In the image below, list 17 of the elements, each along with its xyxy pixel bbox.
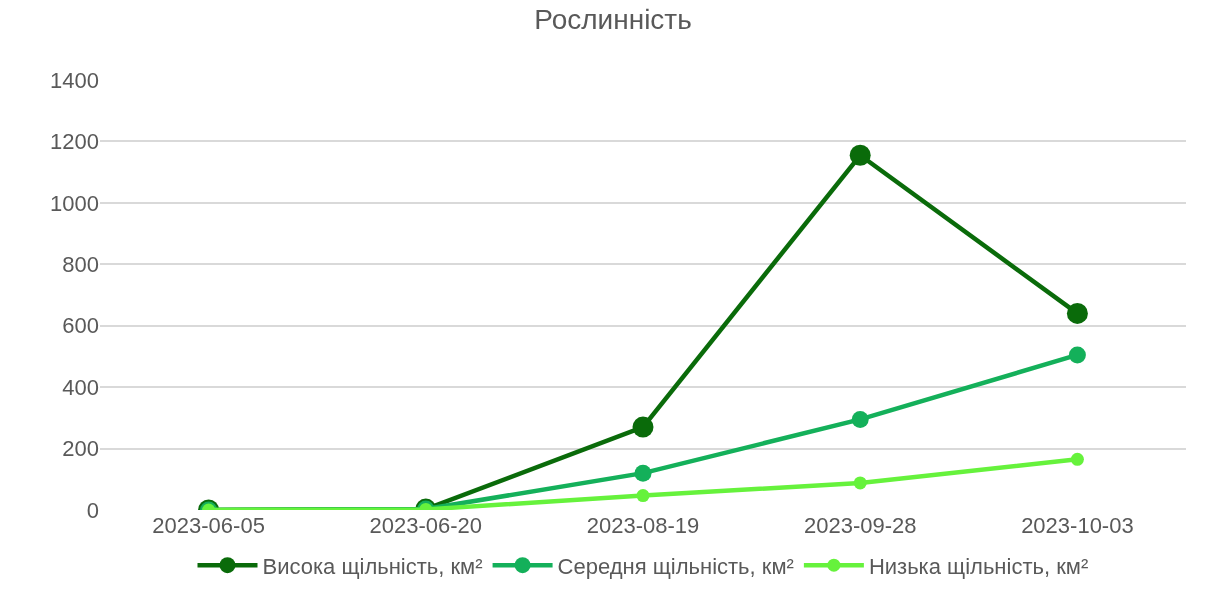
y-tick-label: 0 — [86, 497, 99, 523]
legend-label: Низька щільність, км² — [868, 553, 1089, 579]
chart-title: Рослинність — [534, 3, 692, 35]
x-tick-label: 2023-06-05 — [152, 513, 265, 538]
x-tick-label: 2023-06-20 — [369, 513, 483, 538]
x-tick-label: 2023-10-03 — [1021, 513, 1134, 538]
y-tick-label: 800 — [62, 251, 99, 277]
y-tick-label: 1200 — [50, 129, 99, 155]
x-tick-label: 2023-09-28 — [803, 513, 917, 538]
legend-label: Середня щільність, км² — [557, 553, 794, 579]
y-tick-label: 400 — [62, 374, 99, 400]
x-tick-label: 2023-08-19 — [586, 513, 700, 538]
legend-label: Висока щільність, км² — [262, 553, 483, 579]
y-tick-label: 600 — [62, 313, 99, 339]
y-tick-label: 200 — [62, 436, 99, 462]
y-tick-label: 1000 — [50, 190, 99, 216]
y-tick-label: 1400 — [50, 67, 99, 93]
